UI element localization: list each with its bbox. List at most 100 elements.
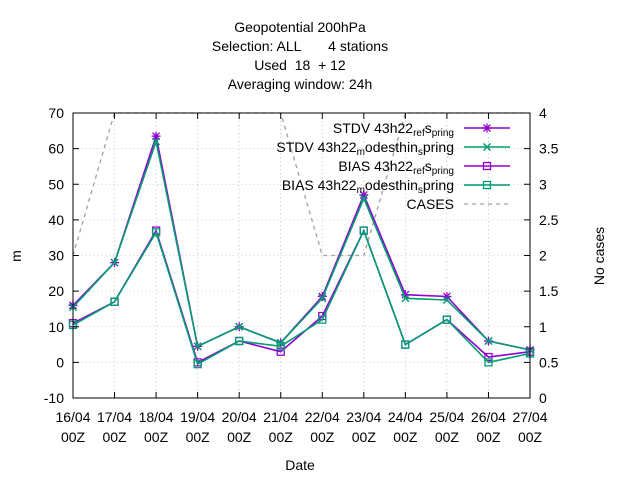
series-1-point-9-x-b xyxy=(442,296,451,305)
y-tick-label: 30 xyxy=(48,248,64,264)
legend-marker-3-square xyxy=(482,180,492,190)
series-1-point-1-x-b xyxy=(110,258,119,267)
title-line-3: Used 18 + 12 xyxy=(254,57,346,73)
series-3-point-1-square xyxy=(110,297,119,306)
series-1-point-4-x-b xyxy=(235,322,244,331)
y2-tick-label: 0 xyxy=(539,390,547,406)
x-tick-hour: 00Z xyxy=(144,429,169,445)
x-tick-hour: 00Z xyxy=(476,429,501,445)
y-axis-label: m xyxy=(8,250,24,262)
series-3-point-7-square xyxy=(359,226,368,235)
y2-tick-label: 4 xyxy=(539,105,547,121)
x-tick-date: 22/04 xyxy=(305,409,340,425)
series-2-point-10-square xyxy=(484,352,493,362)
x-tick-hour: 00Z xyxy=(61,429,86,445)
legend-label-part: CASES xyxy=(407,196,454,212)
y2-tick-label: 3.5 xyxy=(539,141,559,157)
legend-marker-1-x-b xyxy=(482,142,492,152)
series-3-point-8-square xyxy=(401,340,410,349)
chart-title: Geopotential 200hPa Selection: ALL 4 sta… xyxy=(212,19,388,92)
x-tick-hour: 00Z xyxy=(310,429,335,445)
series-line-3 xyxy=(72,228,531,366)
legend-label-part: m xyxy=(357,185,365,196)
legend-label-part: odesthin xyxy=(365,177,418,193)
legend-marker-2-square xyxy=(482,161,492,171)
series-2-point-5-square xyxy=(276,347,285,356)
series-3-point-10-square xyxy=(484,358,493,367)
x-axis-label: Date xyxy=(285,457,315,473)
legend-label-part: pring xyxy=(432,128,454,139)
series-layer xyxy=(68,131,535,369)
legend-label-part: s xyxy=(418,147,423,158)
y2-tick-label: 3 xyxy=(539,176,547,192)
series-3 xyxy=(68,226,535,369)
ticks: -10 0 10 20 30 40 50 60 70 0 0.5 1 1.5 2 2.5 3 3.5 4 16/04… xyxy=(44,105,559,445)
x-tick-hour: 00Z xyxy=(227,429,252,445)
series-3-point-3-square xyxy=(193,360,202,369)
legend-label-part: odesthin xyxy=(365,139,418,155)
y2-tick-label: 1.5 xyxy=(539,283,559,299)
x-tick-date: 25/04 xyxy=(429,409,464,425)
legend-label-part: s xyxy=(425,158,432,174)
series-line-2 xyxy=(72,228,531,364)
x-tick-date: 26/04 xyxy=(471,409,506,425)
legend-label-0: STDV 43h22refspring xyxy=(333,120,454,139)
x-tick-hour: 00Z xyxy=(269,429,294,445)
x-tick-hour: 00Z xyxy=(435,429,460,445)
y-tick-label: 70 xyxy=(48,105,64,121)
series-3-point-6-square xyxy=(318,315,327,324)
x-tick-hour: 00Z xyxy=(102,429,127,445)
legend-label-part: pring xyxy=(423,177,454,193)
series-3-point-4-square xyxy=(235,336,244,346)
legend-label-part: ref xyxy=(413,128,425,139)
x-tick-date: 17/04 xyxy=(97,409,132,425)
y2-tick-label: 2.5 xyxy=(539,212,559,228)
x-tick-date: 24/04 xyxy=(388,409,423,425)
legend-label-part: BIAS 43h22 xyxy=(282,177,357,193)
y2-tick-label: 2 xyxy=(539,248,547,264)
series-1-point-3-x-b xyxy=(193,342,202,351)
y-tick-label: -10 xyxy=(44,390,64,406)
legend-label-4: CASES xyxy=(407,196,454,212)
grid xyxy=(73,113,530,398)
series-line-1 xyxy=(72,138,531,351)
series-1-point-6-x-b xyxy=(318,294,327,303)
legend-label-part: STDV 43h22 xyxy=(276,139,356,155)
x-tick-date: 23/04 xyxy=(346,409,381,425)
x-tick-hour: 00Z xyxy=(518,429,543,445)
legend-label-part: s xyxy=(425,120,432,136)
legend-label-part: s xyxy=(418,185,423,196)
y2-tick-label: 0.5 xyxy=(539,354,559,370)
legend-label-part: ref xyxy=(413,166,425,177)
legend-label-part: pring xyxy=(423,139,454,155)
x-tick-hour: 00Z xyxy=(352,429,377,445)
series-1 xyxy=(68,137,535,354)
title-line-4: Averaging window: 24h xyxy=(228,76,373,92)
x-tick-date: 27/04 xyxy=(512,409,547,425)
x-tick-date: 21/04 xyxy=(263,409,298,425)
legend-label-1: STDV 43h22modesthinspring xyxy=(276,139,454,158)
y2-axis-label: No cases xyxy=(591,227,607,285)
legend-label-3: BIAS 43h22modesthinspring xyxy=(282,177,454,196)
series-1-point-7-x-b xyxy=(359,194,368,203)
y-tick-label: 20 xyxy=(48,283,64,299)
y-tick-label: 50 xyxy=(48,176,64,192)
title-line-1: Geopotential 200hPa xyxy=(234,19,366,35)
series-3-point-9-square xyxy=(442,315,452,324)
series-3-point-2-square xyxy=(151,228,161,237)
y-tick-label: 0 xyxy=(56,354,64,370)
x-tick-hour: 00Z xyxy=(393,429,418,445)
y2-tick-label: 1 xyxy=(539,319,547,335)
series-1-point-8-x-b xyxy=(401,294,410,303)
legend-label-part: STDV 43h22 xyxy=(333,120,413,136)
x-tick-hour: 00Z xyxy=(186,429,211,445)
title-line-2: Selection: ALL 4 stations xyxy=(212,38,388,54)
series-1-point-10-x-b xyxy=(484,336,493,346)
y-tick-label: 10 xyxy=(48,319,64,335)
series-line-0 xyxy=(72,133,531,351)
legend-label-2: BIAS 43h22refspring xyxy=(338,158,454,177)
series-2 xyxy=(68,226,535,367)
series-1-point-2-x-b xyxy=(152,137,161,146)
